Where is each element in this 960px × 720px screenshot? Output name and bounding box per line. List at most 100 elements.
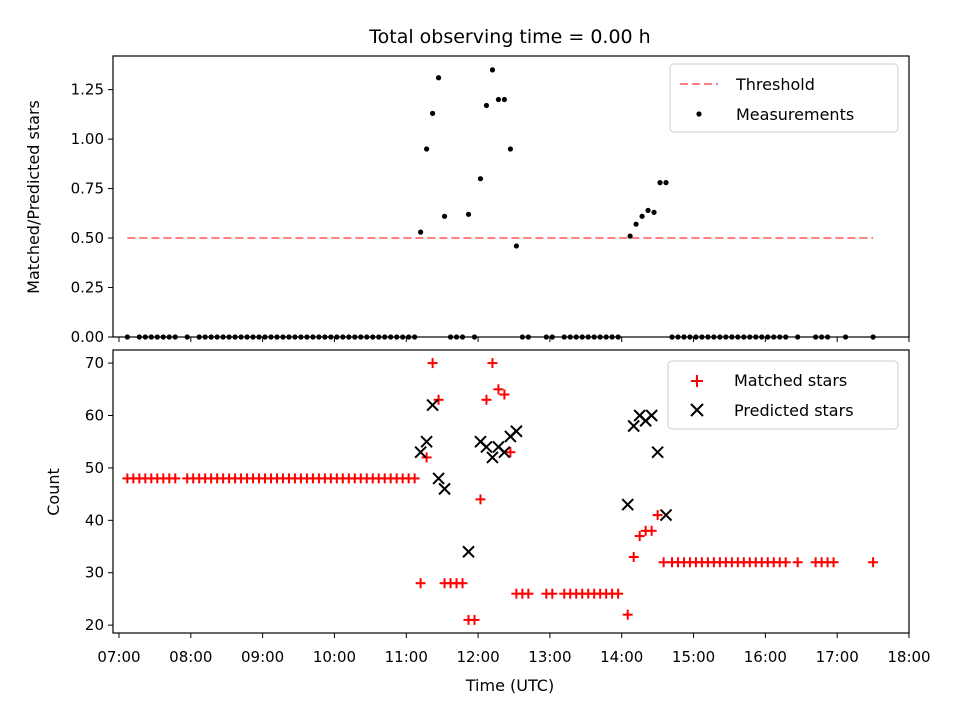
ratio-legend: Threshold Measurements bbox=[669, 63, 899, 133]
x-tick-label: 13:00 bbox=[528, 648, 571, 666]
measurement-point bbox=[870, 334, 876, 340]
measurement-point bbox=[453, 334, 460, 340]
measurement-point bbox=[699, 334, 705, 340]
measurement-point bbox=[268, 334, 274, 340]
measurement-point bbox=[148, 334, 154, 340]
measurement-point bbox=[603, 334, 609, 340]
ratio-legend-box bbox=[669, 63, 899, 133]
measurement-point bbox=[322, 334, 328, 340]
chart-title: Total observing time = 0.00 h bbox=[368, 26, 650, 48]
predicted-x-b bbox=[498, 445, 511, 459]
matched-stars-points bbox=[122, 358, 879, 625]
measurement-point bbox=[651, 209, 657, 215]
matched-star-point bbox=[170, 473, 181, 484]
predicted-star-point bbox=[498, 445, 511, 459]
measurement-point bbox=[729, 334, 735, 340]
matched-star-point bbox=[780, 557, 791, 568]
measurement-point bbox=[567, 334, 573, 340]
predicted-x-b bbox=[414, 445, 427, 459]
matched-star-point bbox=[652, 510, 663, 521]
measurement-point bbox=[825, 334, 831, 340]
y-tick-label: 30 bbox=[85, 564, 104, 582]
y-tick-label: 0.00 bbox=[71, 328, 104, 346]
matched-star-point bbox=[409, 473, 420, 484]
measurement-point bbox=[220, 334, 226, 340]
predicted-star-point bbox=[510, 425, 523, 438]
predicted-x-b bbox=[432, 472, 445, 485]
count-legend: Matched stars Predicted stars bbox=[667, 360, 899, 430]
ratio-panel: 0.00 0.25 0.50 0.75 1.00 1.25 Matched/Predict… bbox=[24, 55, 910, 346]
measurement-point bbox=[226, 334, 232, 340]
matched-star-point bbox=[646, 525, 657, 536]
matched-star-point bbox=[499, 389, 510, 400]
y-tick-label: 50 bbox=[85, 459, 104, 477]
measurement-point bbox=[232, 334, 238, 340]
measurement-point bbox=[747, 334, 753, 340]
measurement-point bbox=[669, 334, 675, 340]
measurement-point bbox=[160, 334, 166, 340]
measurement-point bbox=[783, 334, 789, 340]
matched-star-point bbox=[628, 552, 639, 563]
predicted-stars-points bbox=[414, 398, 673, 558]
predicted-star-point bbox=[426, 398, 439, 412]
x-tick-label: 18:00 bbox=[887, 648, 930, 666]
predicted-star-point bbox=[486, 451, 499, 464]
predicted-star-point bbox=[627, 419, 640, 433]
measurement-point bbox=[202, 334, 208, 340]
predicted-x-b bbox=[651, 445, 664, 459]
predicted-star-point bbox=[420, 435, 433, 448]
measurement-point bbox=[675, 334, 681, 340]
x-tick-label: 16:00 bbox=[744, 648, 787, 666]
count-panel-frame bbox=[112, 349, 910, 634]
measurement-point bbox=[214, 334, 220, 340]
matched-star-point bbox=[433, 394, 444, 405]
y-tick-label: 70 bbox=[85, 354, 104, 372]
measurement-point bbox=[256, 334, 262, 340]
measurement-point bbox=[627, 233, 633, 239]
predicted-x-b bbox=[633, 409, 646, 422]
y-tick-label: 20 bbox=[85, 616, 104, 634]
measurement-point bbox=[609, 334, 615, 340]
measurement-point bbox=[465, 211, 472, 217]
measurement-point bbox=[525, 334, 531, 340]
measurement-point bbox=[274, 334, 280, 340]
measurement-point bbox=[765, 334, 771, 340]
y-tick-label: 1.00 bbox=[71, 130, 104, 148]
measurement-point bbox=[370, 334, 376, 340]
measurement-point bbox=[519, 334, 525, 340]
matched-star-point bbox=[421, 452, 432, 463]
measurement-point bbox=[819, 334, 825, 340]
measurement-point bbox=[513, 243, 519, 249]
measurement-point bbox=[364, 334, 370, 340]
measurement-point bbox=[376, 334, 382, 340]
predicted-star-point bbox=[651, 445, 664, 459]
matched-star-point bbox=[622, 609, 633, 620]
measurement-point bbox=[328, 334, 334, 340]
matched-star-point bbox=[469, 614, 480, 625]
predicted-x-b bbox=[621, 498, 634, 511]
measurement-point bbox=[406, 334, 412, 340]
legend-matched-swatch bbox=[691, 375, 703, 387]
measurement-point bbox=[591, 334, 597, 340]
measurement-point bbox=[753, 334, 759, 340]
x-tick-label: 08:00 bbox=[169, 648, 212, 666]
matched-star-point bbox=[475, 494, 486, 505]
measurement-point bbox=[471, 334, 478, 340]
measurement-point bbox=[208, 334, 214, 340]
measurement-point bbox=[681, 334, 687, 340]
x-tick-label: 12:00 bbox=[456, 648, 499, 666]
measurement-point bbox=[154, 334, 160, 340]
legend-matched-label: Matched stars bbox=[734, 371, 847, 390]
measurement-point bbox=[292, 334, 298, 340]
measurement-point bbox=[771, 334, 777, 340]
predicted-x-b bbox=[438, 482, 451, 496]
matched-star-point bbox=[457, 578, 468, 589]
legend-predicted-swatch bbox=[690, 403, 704, 417]
measurement-point bbox=[483, 102, 490, 109]
measurement-point bbox=[346, 334, 352, 340]
measurement-point bbox=[639, 213, 645, 219]
measurement-point bbox=[435, 75, 442, 81]
measurement-point bbox=[573, 334, 579, 340]
measurement-point bbox=[280, 334, 286, 340]
measurement-point bbox=[663, 180, 669, 186]
